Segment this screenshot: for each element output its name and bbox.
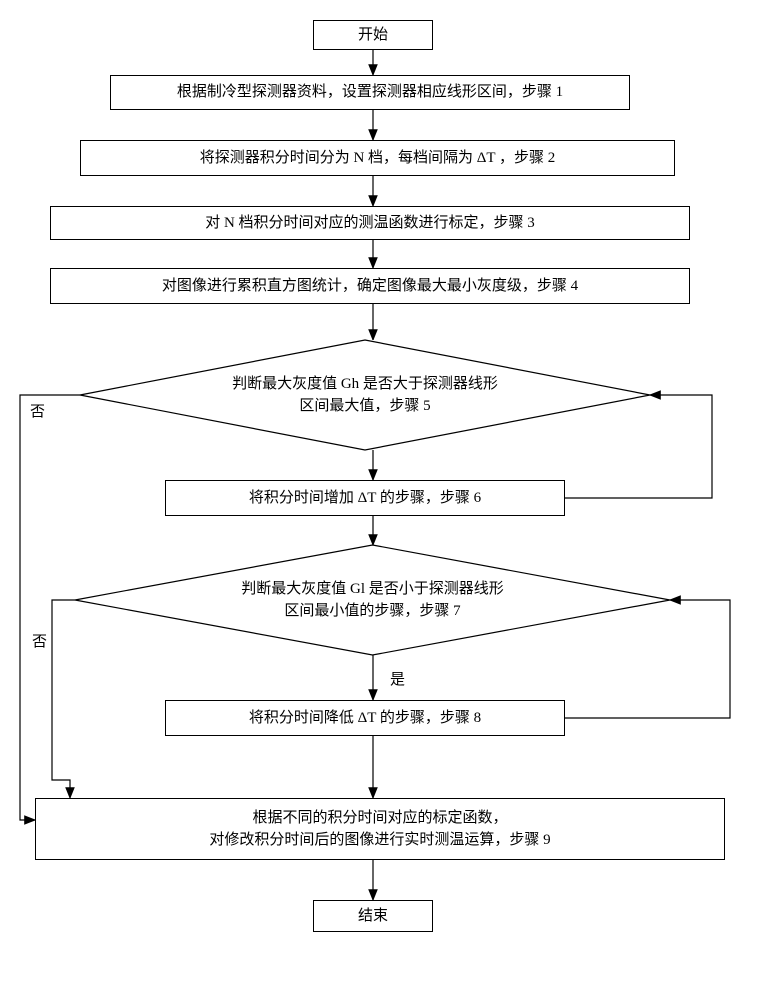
dec7-line2: 区间最小值的步骤，步骤 7 [241,600,504,623]
process-step4: 对图像进行累积直方图统计，确定图像最大最小灰度级，步骤 4 [50,268,690,304]
end-node: 结束 [313,900,433,932]
dec5-line1: 判断最大灰度值 Gh 是否大于探测器线形 [232,373,498,396]
end-label: 结束 [358,905,388,928]
edge-label: 是 [388,668,407,689]
process-step1: 根据制冷型探测器资料，设置探测器相应线形区间，步骤 1 [110,75,630,110]
process-step6: 将积分时间增加 ΔT 的步骤，步骤 6 [165,480,565,516]
edge-label: 否 [28,400,47,421]
edge-label: 否 [30,630,49,651]
process-step2: 将探测器积分时间分为 N 档，每档间隔为 ΔT ，步骤 2 [80,140,675,176]
step6-label: 将积分时间增加 ΔT 的步骤，步骤 6 [249,487,481,510]
start-node: 开始 [313,20,433,50]
process-step8: 将积分时间降低 ΔT 的步骤，步骤 8 [165,700,565,736]
decision-step5: 判断最大灰度值 Gh 是否大于探测器线形 区间最大值，步骤 5 [80,340,650,450]
step4-label: 对图像进行累积直方图统计，确定图像最大最小灰度级，步骤 4 [162,275,578,298]
process-step3: 对 N 档积分时间对应的测温函数进行标定，步骤 3 [50,206,690,240]
step9-line1: 根据不同的积分时间对应的标定函数， [209,807,550,830]
dec7-line1: 判断最大灰度值 Gl 是否小于探测器线形 [241,578,504,601]
step9-line2: 对修改积分时间后的图像进行实时测温运算，步骤 9 [209,829,550,852]
step3-label: 对 N 档积分时间对应的测温函数进行标定，步骤 3 [205,212,535,235]
step8-label: 将积分时间降低 ΔT 的步骤，步骤 8 [249,707,481,730]
decision-step7: 判断最大灰度值 Gl 是否小于探测器线形 区间最小值的步骤，步骤 7 [75,545,670,655]
step2-label: 将探测器积分时间分为 N 档，每档间隔为 ΔT ，步骤 2 [200,147,556,170]
start-label: 开始 [358,24,388,47]
step1-label: 根据制冷型探测器资料，设置探测器相应线形区间，步骤 1 [177,81,563,104]
process-step9: 根据不同的积分时间对应的标定函数， 对修改积分时间后的图像进行实时测温运算，步骤… [35,798,725,860]
dec5-line2: 区间最大值，步骤 5 [232,395,498,418]
